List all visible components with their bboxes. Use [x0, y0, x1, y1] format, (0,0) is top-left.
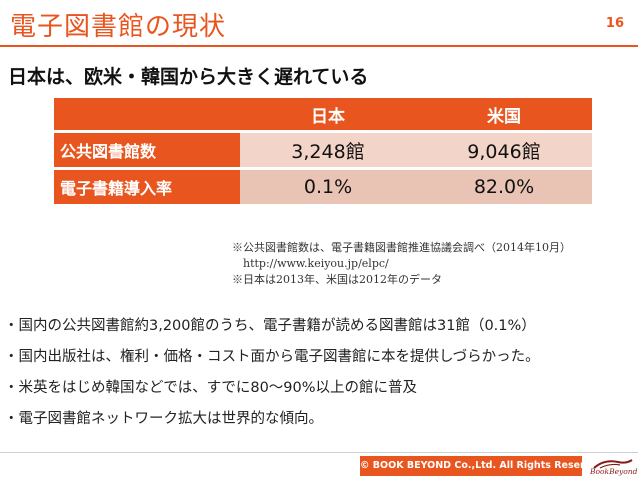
table-header-japan: 日本 — [240, 98, 416, 130]
cell-usa-adoption: 82.0% — [416, 170, 592, 204]
cell-japan-libraries: 3,248館 — [240, 133, 416, 167]
row-label-ebook-adoption: 電子書籍導入率 — [54, 170, 240, 204]
bullet-item: ・国内出版社は、権利・価格・コスト面から電子図書館に本を提供しづらかった。 — [4, 349, 540, 365]
bullet-list: ・国内の公共図書館約3,200館のうち、電子書籍が読める図書館は31館（0.1%… — [4, 316, 634, 440]
logo-swoosh-icon — [593, 459, 633, 469]
source-notes: ※公共図書館数は、電子書籍図書館推進協議会調べ（2014年10月） http:/… — [232, 240, 571, 288]
note-line: ※公共図書館数は、電子書籍図書館推進協議会調べ（2014年10月） — [232, 241, 571, 254]
page-number: 16 — [605, 16, 624, 31]
footer-divider — [0, 452, 638, 453]
comparison-table: 日本 米国 公共図書館数 3,248館 9,046館 電子書籍導入率 0.1% … — [54, 95, 592, 207]
table-header-blank — [54, 98, 240, 130]
bullet-item: ・国内の公共図書館約3,200館のうち、電子書籍が読める図書館は31館（0.1%… — [4, 318, 536, 334]
slide-subtitle: 日本は、欧米・韓国から大きく遅れている — [8, 66, 369, 88]
row-label-public-libraries: 公共図書館数 — [54, 133, 240, 167]
logo-text: BookBeyond — [590, 467, 638, 476]
note-line: ※日本は2013年、米国は2012年のデータ — [232, 273, 442, 286]
bookbeyond-logo: BookBeyond — [590, 455, 638, 477]
cell-japan-adoption: 0.1% — [240, 170, 416, 204]
table-row: 電子書籍導入率 0.1% 82.0% — [54, 170, 592, 204]
table-header-usa: 米国 — [416, 98, 592, 130]
slide-title: 電子図書館の現状 — [10, 12, 227, 42]
copyright-bar: © BOOK BEYOND Co.,Ltd. All Rights Reserv… — [360, 456, 608, 476]
note-url: http://www.keiyou.jp/elpc/ — [232, 257, 389, 270]
table-row: 公共図書館数 3,248館 9,046館 — [54, 133, 592, 167]
cell-usa-libraries: 9,046館 — [416, 133, 592, 167]
bullet-item: ・米英をはじめ韓国などでは、すでに80～90%以上の館に普及 — [4, 380, 418, 396]
bullet-item: ・電子図書館ネットワーク拡大は世界的な傾向。 — [4, 411, 323, 427]
title-divider — [0, 45, 638, 47]
table-header-row: 日本 米国 — [54, 98, 592, 130]
